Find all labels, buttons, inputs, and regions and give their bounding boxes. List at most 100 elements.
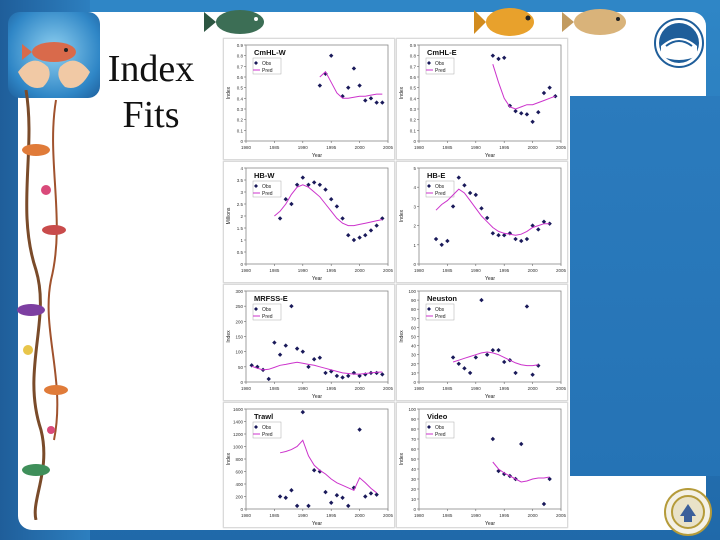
y-tick-label: 0.8 [237,54,244,59]
y-tick-label: 3 [413,204,416,209]
obs-point [300,409,305,415]
x-tick-label: 1995 [326,145,337,150]
y-tick-label: 0.7 [237,64,244,69]
obs-point [490,53,496,58]
y-tick-label: 2 [413,224,416,229]
legend-pred-label: Pred [262,432,273,438]
obs-point [283,343,288,348]
obs-point [547,476,552,482]
x-tick-label: 1980 [241,513,252,518]
obs-point [363,233,368,238]
obs-point [340,216,345,221]
legend-obs-marker [254,307,258,311]
legend-obs-marker [427,61,431,65]
obs-point [496,468,501,474]
obs-point [519,111,524,116]
obs-point [490,231,496,236]
y-tick-label: 100 [235,350,243,355]
legend-pred-label: Pred [435,314,446,320]
y-axis-label: Index [399,452,405,465]
obs-point [323,187,328,192]
obs-point [456,175,461,180]
obs-point [351,66,357,71]
pred-line [319,70,383,99]
y-tick-label: 60 [411,447,417,452]
x-axis-label: Year [312,276,322,282]
x-tick-label: 1990 [471,513,482,518]
chart-svg: 0 1 2 3 4 5 1980 1985 1990 1995 2000 2005 Year Index H… [399,166,567,282]
x-axis-label: Year [312,394,322,400]
y-tick-label: 1200 [233,432,244,437]
obs-point [311,468,317,473]
obs-point [479,206,484,211]
y-tick-label: 0.9 [237,43,244,48]
y-tick-label: 80 [411,307,417,312]
obs-point [380,372,385,377]
legend-obs-label: Obs [435,307,445,313]
obs-point [473,355,478,360]
chart-title: HB-E [427,171,445,180]
y-tick-label: 2.5 [237,202,244,207]
obs-point [334,204,340,209]
obs-point [456,361,461,366]
obs-point [479,297,484,303]
x-tick-label: 1995 [499,386,510,391]
obs-point [507,103,513,108]
y-axis-label: Index [399,330,405,343]
chart-svg: 0 10 20 30 40 50 60 70 80 90 100 1980 1985 1990 1995 20… [399,289,567,400]
chart-svg: 0 0.1 0.2 0.3 0.4 0.5 0.6 0.7 0.8 0.9 1980 1985 1990… [226,43,394,159]
x-tick-label: 2000 [355,386,366,391]
pred-line [492,64,556,110]
obs-point [507,231,513,236]
x-tick-label: 1980 [414,513,425,518]
y-tick-label: 10 [411,497,417,502]
y-tick-label: 0.2 [410,118,417,123]
y-tick-label: 60 [411,325,417,330]
obs-point [306,182,311,187]
fish-decoration-icon [17,90,68,520]
x-axis-label: Year [312,153,322,159]
legend-obs-label: Obs [262,61,272,67]
obs-point [334,493,340,498]
chart-panel: 0 10 20 30 40 50 60 70 80 90 100 1980 1985 1990 1995 20… [396,402,568,528]
obs-point [433,236,439,242]
obs-point [346,233,351,238]
obs-point [317,83,323,88]
x-tick-label: 1980 [414,386,425,391]
obs-point [311,357,317,362]
x-tick-label: 2000 [528,145,539,150]
x-tick-label: 2000 [528,513,539,518]
y-tick-label: 50 [238,365,244,370]
x-tick-label: 1990 [471,386,482,391]
obs-point [502,471,507,477]
y-tick-label: 5 [413,166,416,171]
y-tick-label: 0 [240,507,243,512]
chart-svg: 0 0.1 0.2 0.3 0.4 0.5 0.6 0.7 0.8 0.9 1980 1985 1990… [399,43,567,159]
obs-point [357,427,362,432]
obs-point [311,180,317,185]
x-tick-label: 1995 [326,268,337,273]
x-tick-label: 1985 [269,145,280,150]
x-tick-label: 2000 [355,268,366,273]
x-tick-label: 2000 [355,145,366,150]
obs-point [289,201,294,207]
y-tick-label: 600 [235,470,243,475]
x-tick-label: 1995 [499,268,510,273]
y-tick-label: 50 [411,457,417,462]
y-tick-label: 1 [240,238,243,243]
fish-decoration-icon [562,9,626,35]
y-tick-label: 3 [240,190,243,195]
y-tick-label: 0.6 [410,75,417,80]
x-tick-label: 1985 [442,268,453,273]
y-tick-label: 30 [411,353,417,358]
obs-point [317,182,323,187]
x-tick-label: 2000 [528,386,539,391]
obs-point [553,94,558,99]
x-tick-label: 1985 [269,268,280,273]
y-tick-label: 50 [411,335,417,340]
obs-point [317,355,323,360]
y-tick-label: 200 [235,319,243,324]
obs-point [329,53,334,58]
y-tick-label: 2 [240,214,243,219]
